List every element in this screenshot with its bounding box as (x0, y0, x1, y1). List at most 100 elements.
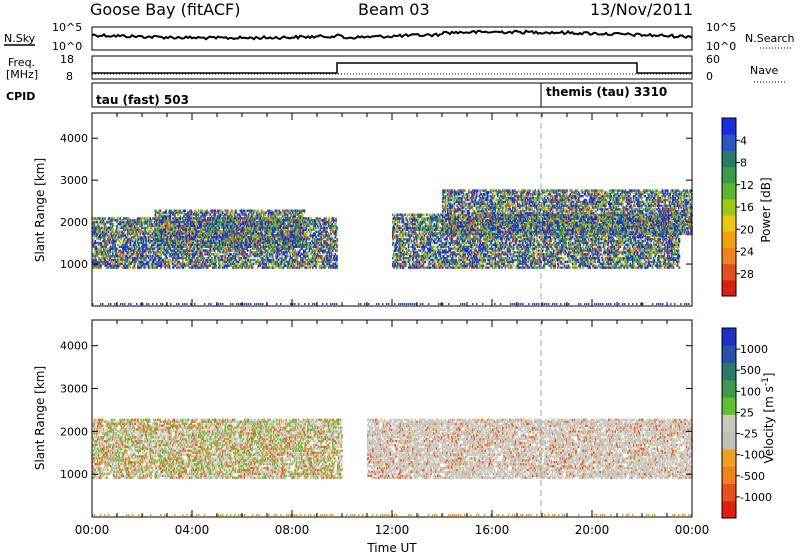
range-cell (210, 248, 212, 250)
range-cell (330, 238, 332, 240)
range-cell (113, 229, 115, 231)
range-cell (303, 249, 305, 251)
range-cell (336, 227, 338, 229)
range-cell (306, 251, 308, 253)
range-cell (239, 257, 241, 259)
nave-label: Nave (750, 64, 778, 77)
range-cell (275, 261, 277, 263)
range-cell (336, 244, 338, 246)
range-cell (144, 244, 146, 246)
range-cell (336, 263, 338, 265)
range-cell (335, 253, 337, 255)
cpid-segment-1: tau (fast) 503 (96, 93, 189, 107)
range-cell (220, 265, 222, 267)
range-cell (311, 229, 313, 231)
range-cell (117, 255, 119, 257)
range-cell (154, 263, 156, 265)
range-cell (230, 253, 232, 255)
range-cell (287, 255, 289, 257)
range-cell (112, 251, 114, 253)
range-cell (108, 248, 110, 250)
range-cell (319, 244, 321, 246)
range-cell (305, 217, 307, 219)
range-cell (262, 255, 264, 257)
freq-label-2: [MHz] (6, 68, 38, 81)
range-cell (255, 261, 257, 263)
power-scatter (92, 189, 693, 305)
range-cell (155, 223, 157, 225)
range-cell (314, 229, 316, 231)
range-cell (96, 242, 98, 244)
range-cell (142, 217, 144, 219)
range-cell (154, 248, 156, 250)
range-cell (315, 249, 317, 251)
range-cell (100, 217, 102, 219)
range-cell (286, 251, 288, 253)
range-cell (320, 261, 322, 263)
range-cell (247, 249, 249, 251)
range-cell (150, 251, 152, 253)
range-cell (246, 253, 248, 255)
range-cell (136, 246, 138, 248)
range-cell (240, 263, 242, 265)
range-cell (215, 251, 217, 253)
range-cell (215, 265, 217, 267)
range-cell (103, 217, 105, 219)
nsky-label: N.Sky (4, 32, 36, 45)
range-cell (305, 259, 307, 261)
range-cell (150, 234, 152, 236)
range-cell (329, 234, 331, 236)
range-cell (93, 253, 95, 255)
range-cell (106, 248, 108, 250)
range-cell (178, 266, 180, 268)
range-cell (251, 259, 253, 261)
range-cell (175, 265, 177, 267)
range-cell (160, 253, 162, 255)
figure: Goose Bay (fitACF) Beam 03 13/Nov/2011 N… (0, 0, 800, 554)
cpid-panel: CPID tau (fast) 503 themis (tau) 3310 (6, 83, 692, 107)
range-cell (106, 227, 108, 229)
range-cell (140, 217, 142, 219)
range-cell (326, 227, 328, 229)
beam-label: Beam 03 (358, 0, 430, 19)
range-cell (204, 253, 206, 255)
range-cell (160, 240, 162, 242)
range-cell (301, 253, 303, 255)
range-cell (166, 257, 168, 259)
range-cell (335, 217, 337, 219)
range-cell (130, 266, 132, 268)
range-cell (230, 225, 232, 227)
range-cell (95, 217, 97, 219)
range-cell (290, 251, 292, 253)
nave-axis-bottom: 0 (706, 70, 713, 83)
range-cell (120, 242, 122, 244)
range-cell (98, 242, 100, 244)
range-cell (102, 229, 104, 231)
range-cell (305, 266, 307, 268)
range-cell (147, 217, 149, 219)
range-cell (150, 231, 152, 233)
range-cell (202, 255, 204, 257)
range-cell (116, 248, 118, 250)
range-cell (143, 263, 145, 265)
freq-line (92, 63, 692, 73)
range-cell (117, 227, 119, 229)
range-cell (111, 234, 113, 236)
range-cell (155, 210, 157, 212)
range-cell (120, 217, 122, 219)
range-cell (115, 234, 117, 236)
range-cell (253, 263, 255, 265)
range-cell (311, 246, 313, 248)
freq-panel: Freq. [MHz] 18 8 60 0 Nave (6, 53, 786, 83)
range-cell (272, 255, 274, 257)
range-cell (320, 225, 322, 227)
cpid-label: CPID (6, 90, 35, 103)
range-cell (222, 255, 224, 257)
range-cell (336, 232, 338, 234)
range-cell (296, 251, 298, 253)
range-cell (163, 232, 165, 234)
range-cell (217, 253, 219, 255)
freq-panel-frame (92, 56, 692, 79)
range-cell (318, 248, 320, 250)
range-cell (128, 217, 130, 219)
